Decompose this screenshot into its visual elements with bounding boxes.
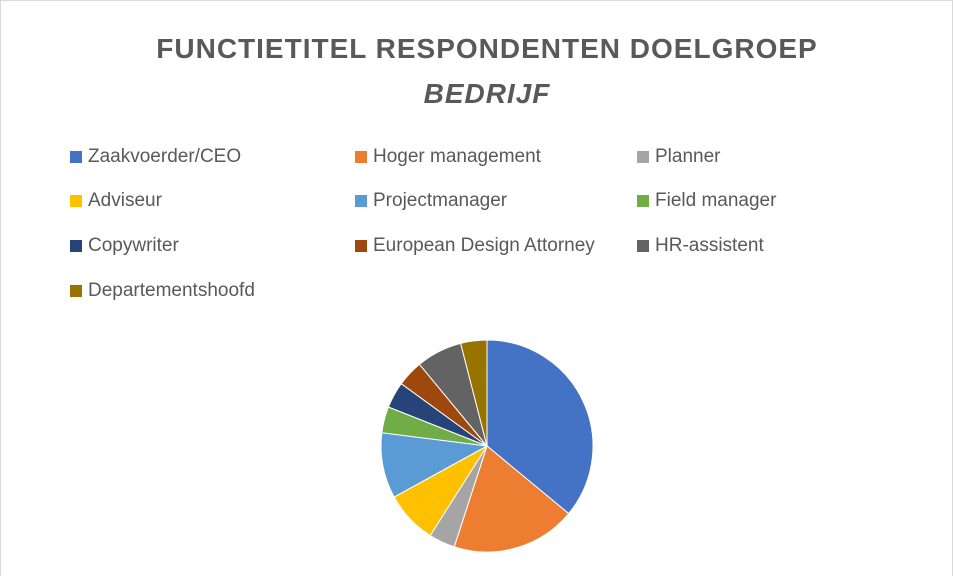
legend-label: Departementshoofd	[88, 280, 255, 301]
legend-label: Hoger management	[373, 146, 542, 167]
legend-label: Adviseur	[88, 190, 163, 211]
pie-slice	[453, 445, 570, 553]
legend-swatch	[355, 240, 367, 252]
legend-swatch	[355, 151, 367, 163]
legend-swatch	[637, 240, 649, 252]
legend-label: Zaakvoerder/CEO	[88, 146, 241, 167]
legend-swatch	[70, 151, 82, 163]
legend-label: Copywriter	[88, 235, 179, 256]
legend-label: European Design Attorney	[373, 235, 595, 256]
chart-title: FUNCTIETITEL RESPONDENTEN DOELGROEP	[156, 33, 817, 64]
legend-swatch	[70, 195, 82, 207]
pie-slice	[486, 339, 594, 515]
legend-swatch	[70, 285, 82, 297]
legend-label: Field manager	[655, 190, 777, 211]
legend-swatch	[637, 151, 649, 163]
legend-label: Projectmanager	[373, 190, 508, 211]
legend-swatch	[355, 195, 367, 207]
legend-label: HR-assistent	[655, 235, 764, 256]
pie-slice	[460, 339, 488, 447]
legend-label: Planner	[655, 146, 721, 167]
chart-subtitle: BEDRIJF	[424, 78, 551, 109]
legend-swatch	[637, 195, 649, 207]
legend-swatch	[70, 240, 82, 252]
